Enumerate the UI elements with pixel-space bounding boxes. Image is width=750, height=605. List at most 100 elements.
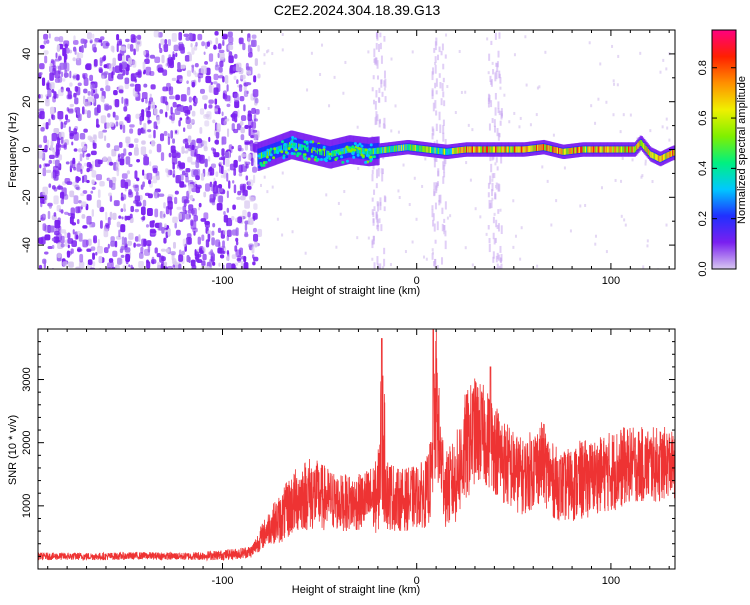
noise-cell	[59, 62, 66, 70]
noise-cell	[212, 148, 217, 155]
signal-peak	[584, 146, 588, 153]
signal-peak	[535, 144, 539, 152]
band-cell	[379, 201, 382, 211]
sparse-cell	[538, 85, 541, 89]
noise-cell	[165, 111, 168, 118]
noise-cell	[118, 89, 124, 94]
noise-cell	[65, 114, 69, 121]
sparse-cell	[446, 85, 449, 89]
signal-peak	[445, 148, 448, 155]
noise-cell	[89, 74, 94, 82]
spectrogram-y-tick-label: -40	[21, 237, 33, 253]
noise-cell	[253, 233, 259, 242]
signal-peak	[397, 145, 400, 152]
noise-cell	[90, 150, 97, 156]
band-cell	[443, 164, 446, 173]
signal-peak	[361, 147, 364, 155]
band-cell	[440, 50, 443, 56]
signal-peak	[421, 145, 424, 153]
signal-peak	[568, 148, 571, 155]
noise-cell	[207, 233, 211, 242]
signal-peak	[368, 148, 371, 155]
signal-peak	[323, 149, 327, 157]
noise-cell	[248, 125, 252, 129]
signal-blob	[365, 153, 369, 157]
band-cell	[490, 80, 493, 85]
signal-peak	[266, 150, 269, 157]
noise-cell	[91, 179, 95, 185]
sparse-cell	[263, 175, 266, 179]
sparse-cell	[639, 51, 642, 55]
noise-cell	[170, 130, 173, 139]
sparse-cell	[646, 239, 649, 243]
band-cell	[376, 60, 379, 69]
noise-cell	[140, 216, 145, 220]
band-cell	[381, 91, 384, 97]
band-cell	[377, 75, 380, 80]
sparse-cell	[321, 43, 324, 47]
noise-cell	[94, 88, 98, 95]
band-cell	[375, 183, 378, 189]
noise-cell	[187, 156, 193, 163]
signal-blob	[293, 139, 297, 143]
signal-blob	[304, 147, 308, 151]
noise-cell	[257, 228, 263, 238]
signal-peak	[429, 146, 433, 154]
noise-cell	[70, 213, 75, 220]
noise-cell	[214, 30, 219, 36]
noise-cell	[257, 45, 260, 52]
noise-cell	[190, 219, 194, 226]
sparse-cell	[617, 54, 620, 58]
signal-peak	[427, 146, 430, 153]
noise-cell	[102, 129, 108, 133]
sparse-cell	[649, 129, 652, 133]
noise-cell	[73, 132, 79, 141]
noise-cell	[234, 245, 238, 252]
band-cell	[492, 216, 495, 224]
sparse-cell	[454, 111, 457, 115]
noise-cell	[197, 33, 203, 41]
noise-cell	[213, 44, 217, 50]
noise-cell	[165, 101, 169, 106]
noise-cell	[219, 164, 222, 174]
noise-cell	[142, 50, 147, 56]
noise-cell	[57, 136, 61, 145]
noise-cell	[110, 236, 115, 242]
noise-cell	[253, 227, 257, 233]
spectrogram-y-tick-label: 20	[21, 96, 33, 108]
noise-cell	[214, 98, 218, 105]
signal-peak	[667, 151, 670, 159]
noise-cell	[82, 225, 88, 229]
signal-peak	[502, 146, 505, 153]
band-cell	[498, 110, 501, 116]
sparse-cell	[356, 236, 359, 240]
noise-cell	[152, 167, 158, 174]
noise-cell	[136, 159, 141, 163]
noise-cell	[243, 256, 247, 263]
noise-cell	[226, 262, 232, 269]
band-cell	[443, 225, 446, 231]
noise-cell	[257, 73, 261, 79]
sparse-cell	[588, 41, 591, 45]
noise-cell	[112, 212, 117, 221]
noise-cell	[191, 47, 195, 55]
signal-peak	[484, 146, 487, 153]
noise-cell	[127, 240, 133, 246]
noise-cell	[141, 92, 148, 99]
spectrogram-x-tick-label: -100	[211, 275, 233, 287]
noise-cell	[128, 232, 134, 240]
noise-cell	[55, 52, 58, 59]
noise-cell	[209, 171, 213, 176]
noise-cell	[63, 194, 69, 200]
noise-cell	[63, 40, 70, 47]
band-cell	[371, 174, 374, 182]
sparse-cell	[367, 236, 370, 240]
noise-cell	[115, 159, 120, 167]
noise-cell	[125, 67, 129, 76]
noise-cell	[99, 180, 105, 187]
sparse-cell	[271, 52, 274, 56]
sparse-cell	[579, 204, 582, 208]
noise-cell	[243, 90, 249, 98]
sparse-cell	[600, 186, 603, 190]
noise-cell	[247, 44, 252, 53]
